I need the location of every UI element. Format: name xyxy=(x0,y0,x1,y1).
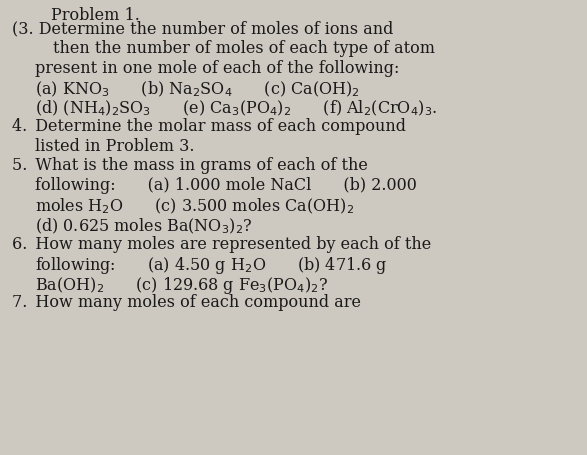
Text: (d) 0.625 moles Ba(NO$_3$)$_2$?: (d) 0.625 moles Ba(NO$_3$)$_2$? xyxy=(35,216,253,236)
Text: 4. Determine the molar mass of each compound: 4. Determine the molar mass of each comp… xyxy=(12,118,406,135)
Text: then the number of moles of each type of atom: then the number of moles of each type of… xyxy=(53,40,435,57)
Text: (a) KNO$_3$  (b) Na$_2$SO$_4$  (c) Ca(OH)$_2$: (a) KNO$_3$ (b) Na$_2$SO$_4$ (c) Ca(OH)$… xyxy=(35,79,360,99)
Text: (3. Determine the number of moles of ions and: (3. Determine the number of moles of ion… xyxy=(12,20,393,37)
Text: following:  (a) 4.50 g H$_2$O  (b) 471.6 g: following: (a) 4.50 g H$_2$O (b) 471.6 g xyxy=(35,255,388,276)
Text: 5. What is the mass in grams of each of the: 5. What is the mass in grams of each of … xyxy=(12,157,367,174)
Text: listed in Problem 3.: listed in Problem 3. xyxy=(35,138,195,155)
Text: (d) (NH$_4$)$_2$SO$_3$  (e) Ca$_3$(PO$_4$)$_2$  (f) Al$_2$(CrO$_4$)$_3$.: (d) (NH$_4$)$_2$SO$_3$ (e) Ca$_3$(PO$_4$… xyxy=(35,99,438,118)
Text: moles H$_2$O  (c) 3.500 moles Ca(OH)$_2$: moles H$_2$O (c) 3.500 moles Ca(OH)$_2$ xyxy=(35,197,355,216)
Text: 6. How many moles are represented by each of the: 6. How many moles are represented by eac… xyxy=(12,236,431,253)
Text: present in one mole of each of the following:: present in one mole of each of the follo… xyxy=(35,60,400,76)
Text: Problem 1.: Problem 1. xyxy=(35,7,140,24)
Text: Ba(OH)$_2$  (c) 129.68 g Fe$_3$(PO$_4$)$_2$?: Ba(OH)$_2$ (c) 129.68 g Fe$_3$(PO$_4$)$_… xyxy=(35,275,329,296)
Text: 7. How many moles of each compound are: 7. How many moles of each compound are xyxy=(12,294,361,311)
Text: following:  (a) 1.000 mole NaCl  (b) 2.000: following: (a) 1.000 mole NaCl (b) 2.000 xyxy=(35,177,417,194)
